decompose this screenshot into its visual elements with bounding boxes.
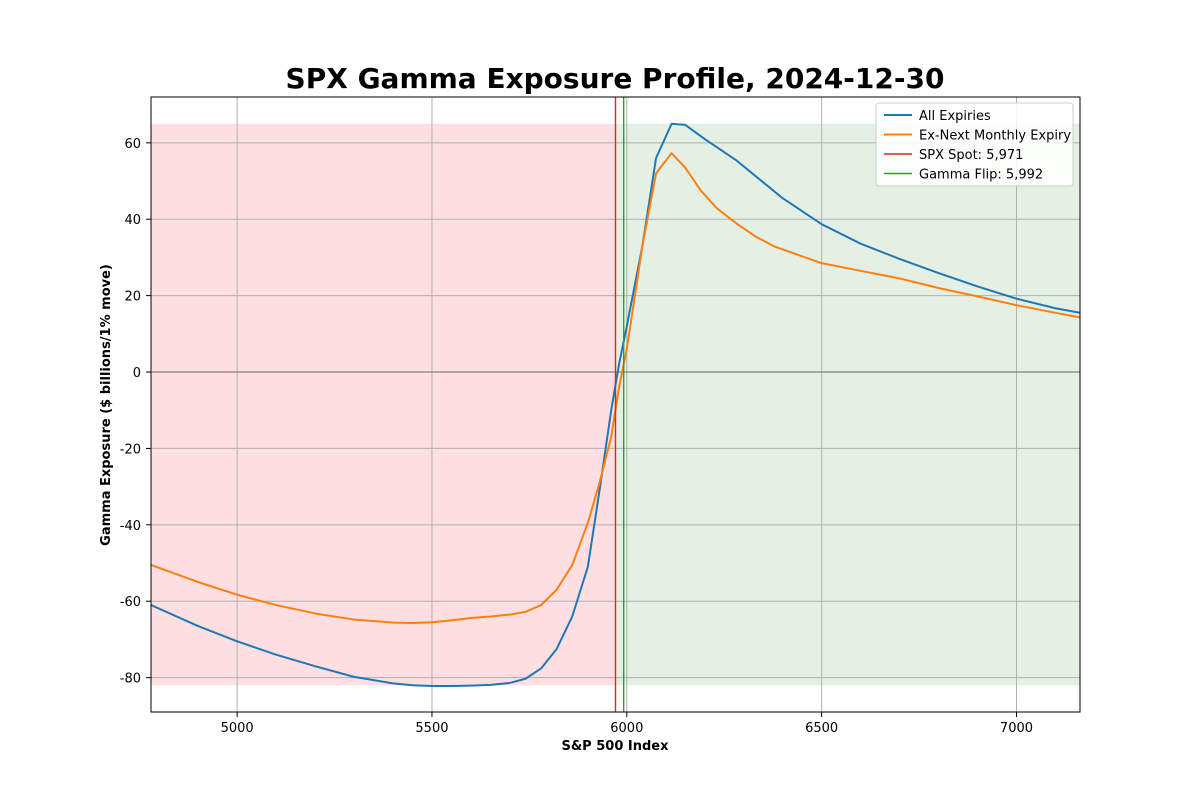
- legend-box: [875, 102, 1074, 187]
- x-tick-label-6000: 6000: [610, 721, 643, 736]
- y-tick-label--60: -60: [120, 595, 141, 610]
- x-tick-label-6500: 6500: [805, 721, 838, 736]
- axes-frame: [150, 96, 1081, 713]
- x-tick-label-5500: 5500: [415, 721, 448, 736]
- legend-label-gamma-flip: Gamma Flip: 5,992: [919, 168, 1043, 183]
- legend: All Expiries Ex-Next Monthly Expiry SPX Sp…: [875, 102, 1074, 187]
- chart-title: SPX Gamma Exposure Profile, 2024-12-30: [286, 62, 945, 95]
- x-axis-label: S&P 500 Index: [561, 739, 669, 754]
- y-axis-label: Gamma Exposure ($ billions/1% move): [99, 264, 114, 546]
- y-tick-label-60: 60: [124, 137, 141, 152]
- x-tick-label-5000: 5000: [221, 721, 254, 736]
- x-tick-label-7000: 7000: [1000, 721, 1033, 736]
- legend-label-spx-spot: SPX Spot: 5,971: [919, 148, 1023, 163]
- y-tick-label--40: -40: [120, 519, 141, 534]
- plot-area: 5000 5500 6000 6500 7000 -80 -60 -40 -20 0 20 40 60: [120, 96, 1081, 736]
- y-tick-label-0: 0: [133, 366, 141, 381]
- y-tick-label--80: -80: [120, 672, 141, 687]
- region-positive-gamma: [615, 123, 1080, 686]
- y-tick-label-40: 40: [124, 213, 141, 228]
- legend-label-ex-next-monthly-expiry: Ex-Next Monthly Expiry: [919, 129, 1071, 144]
- y-tick-label--20: -20: [120, 442, 141, 457]
- series-line-all-expiries: [151, 122, 1080, 688]
- y-tick-label-20: 20: [124, 290, 141, 305]
- legend-label-all-expiries: All Expiries: [919, 109, 991, 124]
